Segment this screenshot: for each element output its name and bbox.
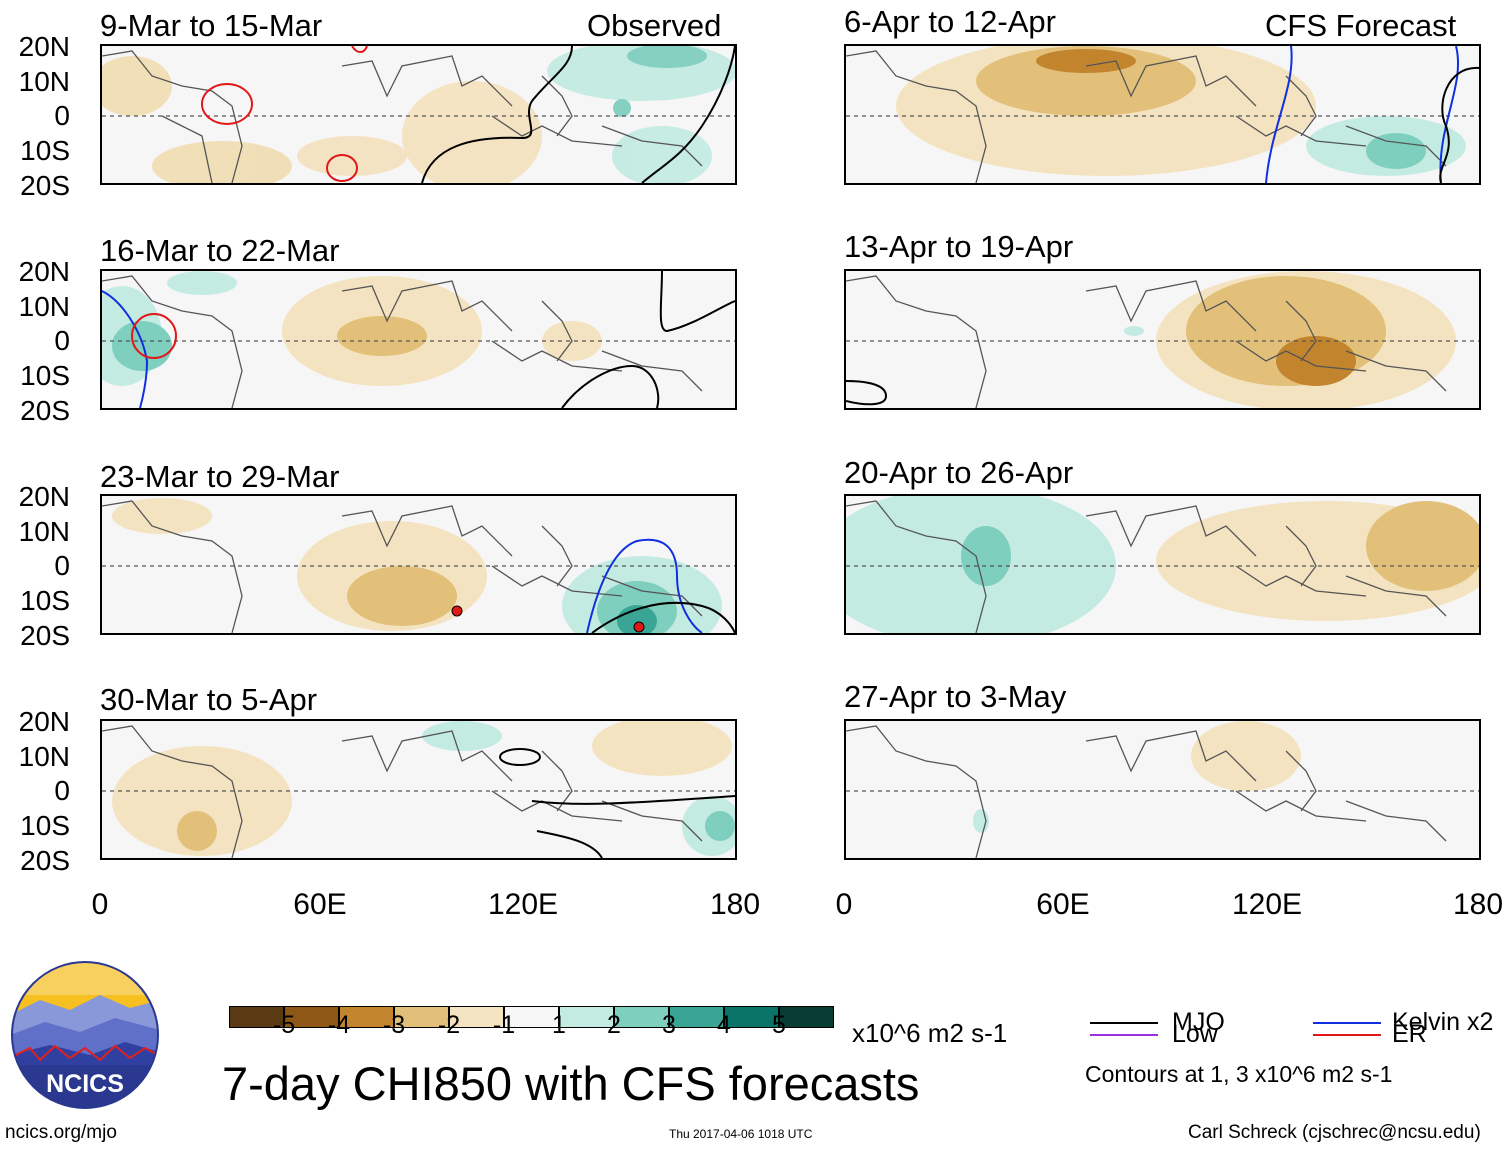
legend-line-low [1090,1034,1158,1036]
observed-label: Observed [587,8,722,43]
units-label: x10^6 m2 s-1 [852,1018,1008,1048]
y-tick-label: 10S [20,585,70,616]
colorbar-label: -2 [437,1011,461,1039]
x-tick-label: 120E [1231,888,1303,921]
colorbar-bin [394,1006,449,1028]
x-tick-label: 120E [487,888,559,921]
colorbar-bin [724,1006,779,1028]
footer-right: Carl Schreck (cjschrec@ncsu.edu) [1188,1122,1481,1143]
colorbar-label: 4 [717,1011,731,1039]
x-tick-label: 60E [1036,888,1090,921]
x-tick-label: 180 [709,888,761,921]
y-tick-label: 10S [20,135,70,166]
legend-label-mjo: MJO [1172,1008,1225,1036]
y-tick-label: 0 [54,100,70,131]
panel-title-fc-4: 27-Apr to 3-May [844,679,1067,714]
colorbar-label: -5 [272,1011,296,1039]
colorbar-bin [339,1006,394,1028]
map-panel-obs-4 [100,719,737,860]
y-tick-label: 20N [18,31,70,62]
shading [102,271,602,386]
legend-line-er [1313,1034,1381,1036]
y-tick-label: 0 [54,775,70,806]
footer-timestamp: Thu 2017-04-06 1018 UTC [669,1127,813,1141]
shading [112,721,735,856]
y-tick-label: 10N [18,741,70,772]
panel-title-obs-1: 9-Mar to 15-Mar [100,8,323,43]
map-panel-fc-3 [844,494,1481,635]
panel-title-fc-2: 13-Apr to 19-Apr [844,229,1074,264]
y-tick-label: 10N [18,516,70,547]
map-panel-obs-2 [100,269,737,410]
colorbar-bin [669,1006,724,1028]
map-panel-fc-4 [844,719,1481,860]
colorbar-label: -1 [492,1011,516,1039]
colorbar-label: -3 [382,1011,406,1039]
colorbar-bin [449,1006,504,1028]
y-tick-label: 20N [18,706,70,737]
ncics-logo: NCICS [10,960,160,1110]
logo-text: NCICS [46,1070,124,1098]
shading [896,46,1466,176]
figure-title: 7-day CHI850 with CFS forecasts [222,1057,920,1110]
map-panel-obs-3 [100,494,737,635]
y-tick-label: 0 [54,325,70,356]
shading [102,46,735,183]
y-tick-label: 10N [18,291,70,322]
legend-label-low: Low [1172,1020,1218,1048]
panel-title-fc-3: 20-Apr to 26-Apr [844,455,1074,490]
colorbar-bin [229,1006,284,1028]
y-tick-label: 20S [20,170,70,201]
x-tick-label: 0 [835,888,853,921]
y-tick-label: 10N [18,66,70,97]
colorbar-bin [779,1006,834,1028]
colorbar-label: -4 [327,1011,351,1039]
y-tick-label: 10S [20,810,70,841]
y-tick-label: 10S [20,360,70,391]
legend-line-kelvin [1313,1022,1381,1024]
map-panel-obs-1 [100,44,737,185]
y-tick-label: 20S [20,620,70,651]
map-panel-fc-2 [844,269,1481,410]
colorbar-label: 2 [607,1011,621,1039]
shading [112,498,722,633]
colorbar-label: 1 [552,1011,566,1039]
panel-title-obs-2: 16-Mar to 22-Mar [100,233,340,268]
x-tick-label: 60E [293,888,347,921]
footer-left: ncics.org/mjo [5,1122,117,1143]
colorbar-bin [284,1006,339,1028]
x-tick-label: 180 [1452,888,1504,921]
y-tick-label: 20S [20,845,70,876]
legend-label-er: ER [1392,1020,1427,1048]
y-tick-label: 20N [18,256,70,287]
shading [1124,271,1456,408]
x-tick-label: 0 [91,888,109,921]
panel-title-fc-1: 6-Apr to 12-Apr [844,4,1056,39]
map-panel-fc-1 [844,44,1481,185]
y-tick-label: 0 [54,550,70,581]
legend-line-mjo [1090,1022,1158,1024]
colorbar-bin [614,1006,669,1028]
colorbar-label: 3 [662,1011,676,1039]
colorbar-label: 5 [772,1011,786,1039]
panel-title-obs-4: 30-Mar to 5-Apr [100,682,318,717]
colorbar-bin [504,1006,559,1028]
shading [846,496,1479,633]
legend-note: Contours at 1, 3 x10^6 m2 s-1 [1085,1061,1393,1087]
coastlines [102,50,703,183]
contours [201,46,735,183]
y-tick-label: 20S [20,395,70,426]
legend-label-kelvin: Kelvin x2 [1392,1008,1494,1036]
colorbar-bin [559,1006,614,1028]
forecast-label: CFS Forecast [1265,8,1457,43]
panel-title-obs-3: 23-Mar to 29-Mar [100,459,340,494]
y-tick-label: 20N [18,481,70,512]
